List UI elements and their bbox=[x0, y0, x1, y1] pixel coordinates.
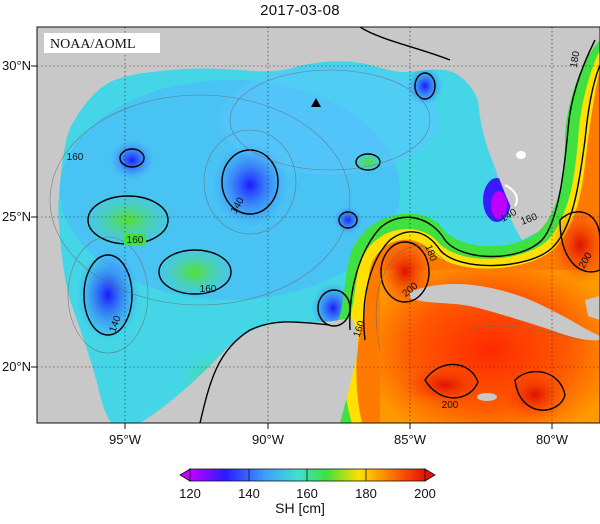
contour-lines bbox=[83, 27, 600, 423]
florida-peninsula bbox=[478, 100, 532, 220]
caribbean-core-east bbox=[500, 367, 570, 423]
florida-low-purple bbox=[491, 191, 507, 219]
low-core-small bbox=[334, 206, 362, 234]
graticule bbox=[37, 27, 600, 423]
hispaniola bbox=[585, 296, 600, 320]
colorbar-tick: 120 bbox=[179, 486, 201, 501]
colorbar-gradient bbox=[189, 468, 426, 482]
lon-tick-label: 85°W bbox=[394, 432, 427, 447]
colorbar-tick: 180 bbox=[355, 486, 377, 501]
map-title: 2017-03-08 bbox=[260, 2, 340, 19]
watermark-box bbox=[44, 33, 160, 53]
us-mainland bbox=[37, 27, 600, 210]
mexico-yucatan bbox=[37, 210, 359, 423]
lat-tick-label: 25°N bbox=[2, 209, 31, 224]
warm-spot-west bbox=[80, 190, 176, 250]
colorbar-tick: 160 bbox=[296, 486, 318, 501]
colorbar-max-arrow bbox=[424, 468, 436, 482]
watermark-text: NOAA/AOML bbox=[50, 37, 136, 52]
cuba bbox=[410, 284, 600, 341]
low-core-north bbox=[407, 66, 443, 106]
contour-label: 160 bbox=[67, 152, 84, 163]
lake-okeechobee bbox=[516, 151, 526, 159]
contour-label: 200 bbox=[442, 400, 459, 411]
lat-tick-label: 30°N bbox=[2, 58, 31, 73]
map-frame bbox=[36, 26, 600, 424]
lat-tick-label: 20°N bbox=[2, 359, 31, 374]
lon-tick-label: 95°W bbox=[109, 432, 142, 447]
axis-ticks bbox=[31, 65, 553, 429]
caribbean-core-west bbox=[400, 363, 490, 407]
lon-tick-label: 80°W bbox=[536, 432, 569, 447]
contour-label-bg bbox=[124, 234, 146, 245]
north-shelf-overlay bbox=[220, 65, 440, 175]
colorbar-tick: 140 bbox=[238, 486, 260, 501]
warm-spot-south bbox=[153, 244, 237, 300]
minor-contours bbox=[49, 69, 581, 354]
contour-label: 160 bbox=[200, 284, 217, 295]
colorbar-tick: 200 bbox=[414, 486, 436, 501]
everglades-water bbox=[504, 184, 518, 207]
station-marker-icon bbox=[311, 98, 321, 107]
colorbar: 120 140 160 180 200 bbox=[179, 468, 436, 501]
colorbar-unit-label: SH [cm] bbox=[275, 500, 325, 516]
colorbar-min-arrow bbox=[179, 468, 191, 482]
atlantic-warm-core bbox=[550, 205, 600, 285]
contour-label: 160 bbox=[127, 235, 144, 246]
lon-tick-label: 90°W bbox=[252, 432, 285, 447]
cayman-island bbox=[477, 393, 497, 401]
low-core-west bbox=[110, 140, 154, 180]
low-core-southwest bbox=[76, 249, 140, 341]
contour-label: 180 bbox=[569, 50, 583, 69]
